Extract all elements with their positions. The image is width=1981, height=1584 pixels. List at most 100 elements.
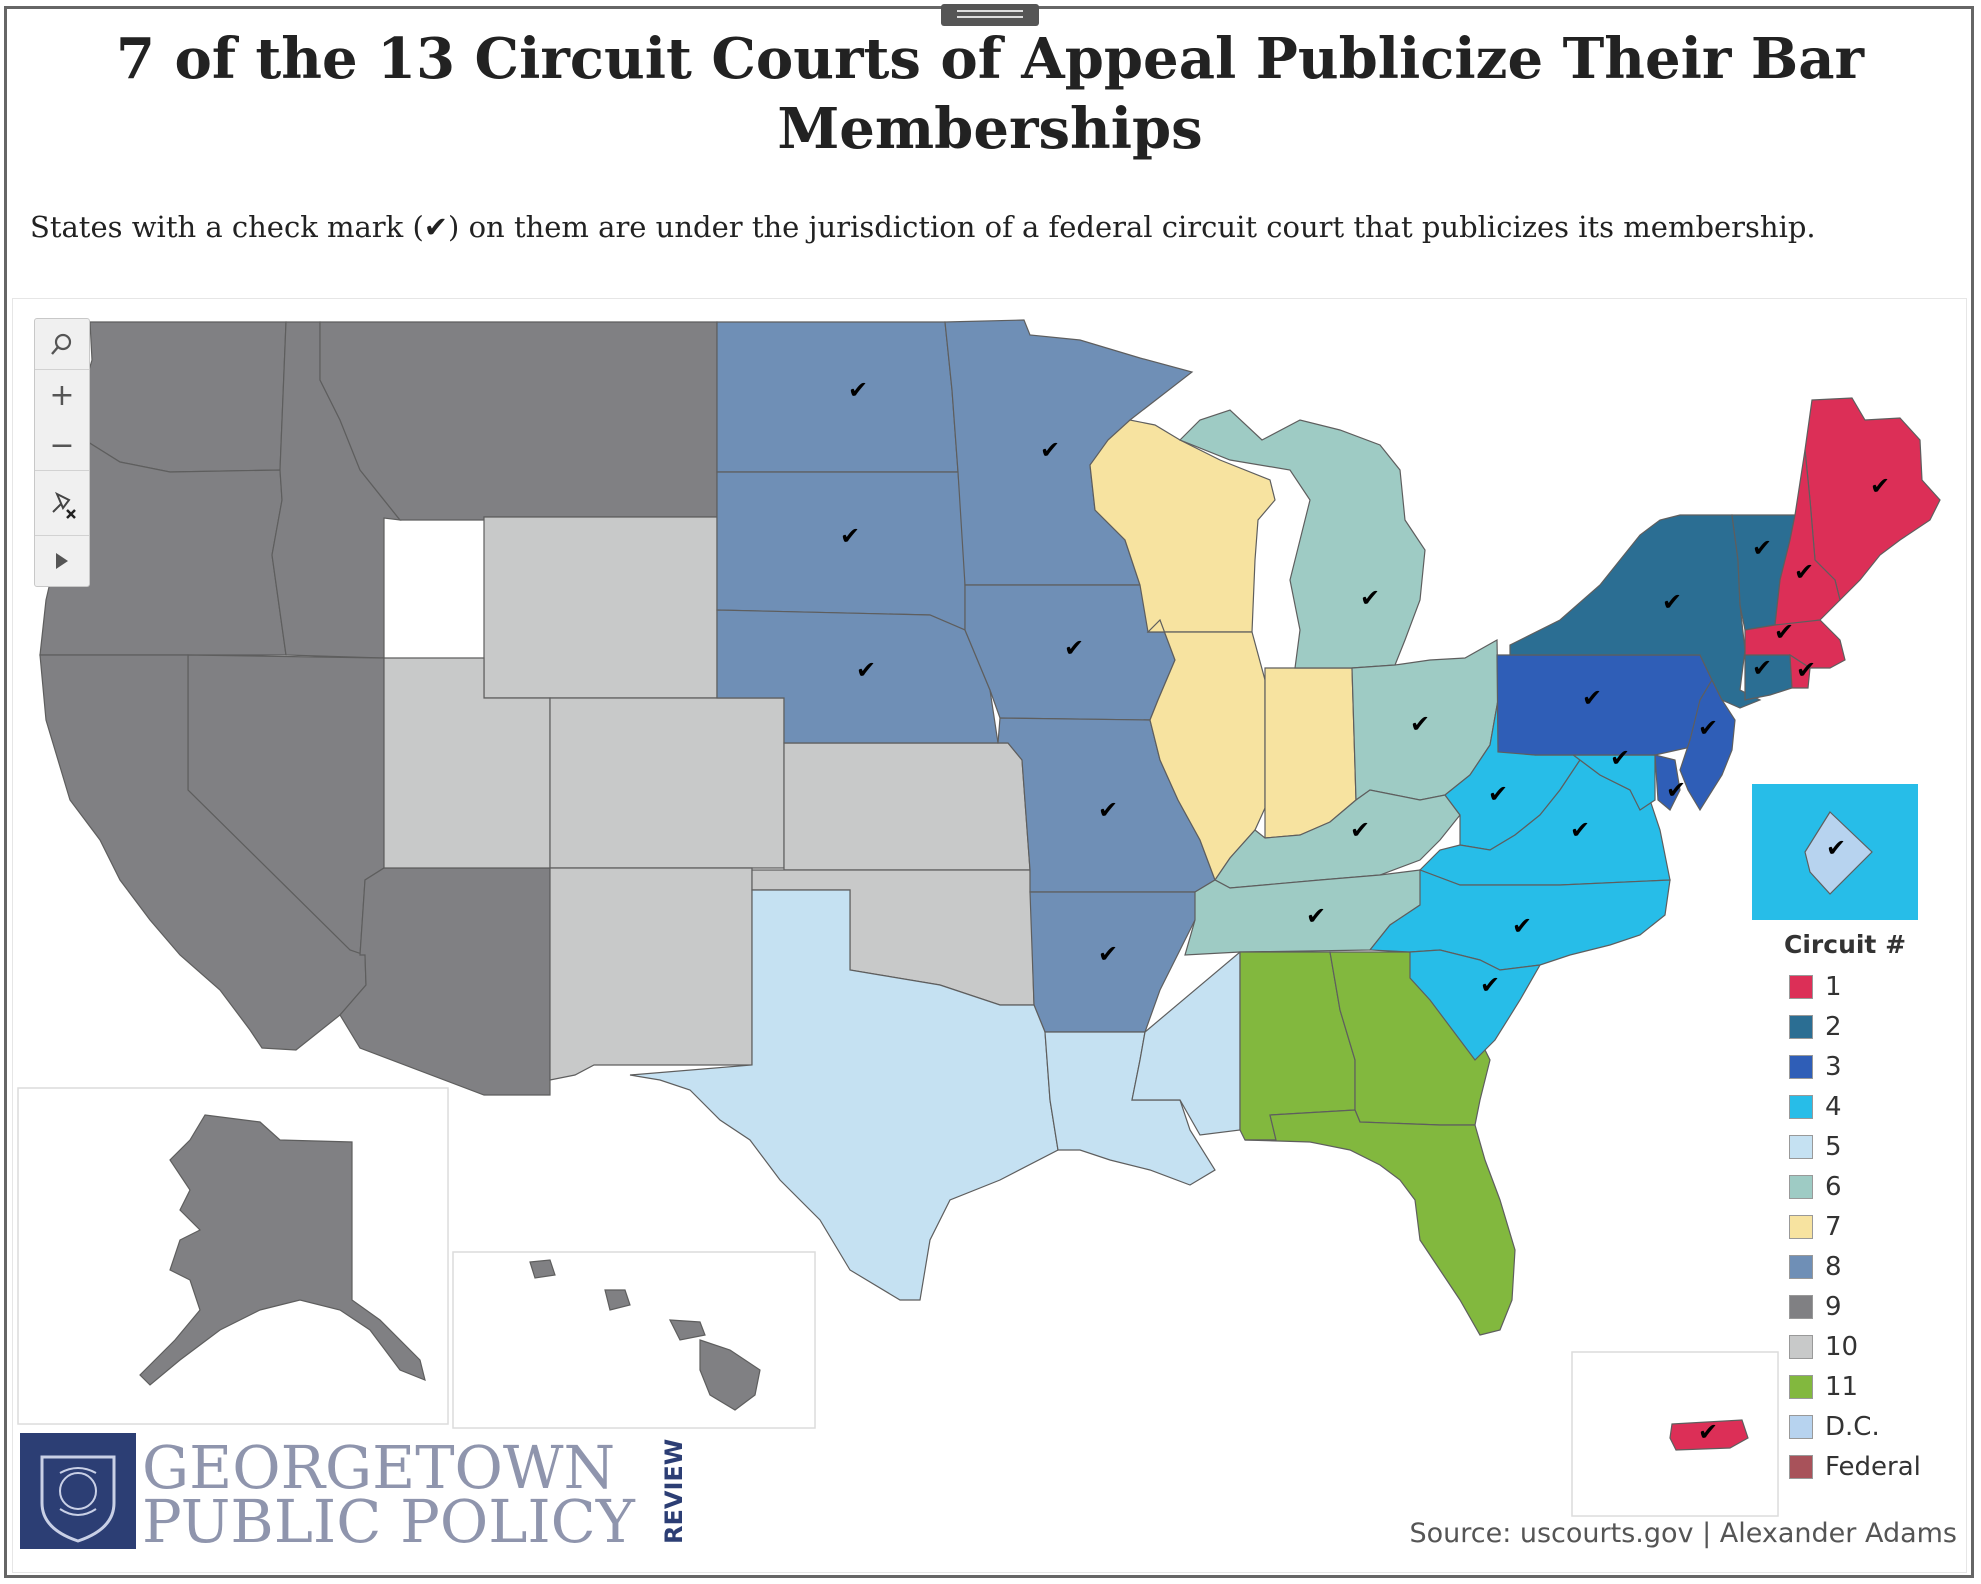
state-rhode-island[interactable] (1789, 653, 1811, 689)
check-mark-south-dakota: ✔ (840, 522, 860, 550)
state-texas[interactable] (629, 889, 1059, 1301)
state-south-dakota[interactable] (716, 471, 966, 631)
play-icon[interactable] (35, 535, 89, 586)
check-mark-massachusetts: ✔ (1774, 618, 1794, 646)
state-north-dakota[interactable] (716, 321, 959, 473)
state-hawaii[interactable] (699, 1339, 761, 1411)
legend-swatch (1789, 1415, 1813, 1439)
state-hawaii-oahu[interactable] (604, 1289, 631, 1311)
state-michigan[interactable] (1178, 409, 1426, 669)
check-mark-north-carolina: ✔ (1512, 912, 1532, 940)
legend: Circuit # 1 2 3 4 5 6 7 8 9 10 11 D.C. Federal (1784, 930, 1921, 1487)
state-florida[interactable] (1244, 1109, 1516, 1336)
legend-label: 1 (1825, 972, 1842, 1002)
zoom-in-button[interactable]: + (35, 369, 89, 420)
logo-line-1: GEORGETOWN (142, 1433, 616, 1502)
legend-swatch (1789, 1055, 1813, 1079)
legend-item[interactable]: 8 (1784, 1247, 1921, 1287)
source-credit: Source: uscourts.gov | Alexander Adams (1409, 1518, 1957, 1549)
page-subtitle: States with a check mark (✔) on them are… (30, 210, 1816, 244)
state-wisconsin[interactable] (1089, 419, 1276, 633)
check-mark-tennessee: ✔ (1306, 902, 1326, 930)
legend-swatch (1789, 975, 1813, 999)
check-mark-west-virginia: ✔ (1488, 780, 1508, 808)
legend-item[interactable]: 9 (1784, 1287, 1921, 1327)
check-marks: ✔ ✔ ✔ ✔ ✔ ✔ ✔ ✔ ✔ ✔ ✔ ✔ ✔ ✔ ✔ ✔ ✔ ✔ ✔ ✔ ✔ ✔ ✔ ✔ ✔ ✔ ✔ ✔ (840, 376, 1890, 1446)
legend-swatch (1789, 1295, 1813, 1319)
legend-swatch (1789, 1215, 1813, 1239)
legend-swatch (1789, 1175, 1813, 1199)
check-mark-iowa: ✔ (1064, 634, 1084, 662)
map-area[interactable] (12, 298, 1967, 1573)
state-alaska[interactable] (139, 1114, 426, 1386)
check-mark-puerto-rico: ✔ (1698, 1418, 1718, 1446)
legend-item[interactable]: 3 (1784, 1047, 1921, 1087)
legend-label: Federal (1825, 1452, 1921, 1482)
legend-item[interactable]: 5 (1784, 1127, 1921, 1167)
check-mark-michigan: ✔ (1360, 584, 1380, 612)
check-mark-north-dakota: ✔ (848, 376, 868, 404)
state-kansas[interactable] (783, 742, 1031, 871)
legend-item[interactable]: D.C. (1784, 1407, 1921, 1447)
check-mark-district-of-columbia: ✔ (1826, 834, 1846, 862)
legend-item[interactable]: 6 (1784, 1167, 1921, 1207)
check-mark-connecticut: ✔ (1752, 654, 1772, 682)
map-toolbar: + − (34, 318, 90, 587)
check-mark-pennsylvania: ✔ (1582, 684, 1602, 712)
state-kentucky[interactable] (1214, 789, 1461, 889)
state-new-mexico[interactable] (549, 867, 753, 1081)
legend-item[interactable]: 7 (1784, 1207, 1921, 1247)
state-pennsylvania[interactable] (1496, 654, 1713, 756)
state-puerto-rico[interactable] (1669, 1419, 1749, 1451)
state-arizona[interactable] (339, 867, 551, 1096)
search-icon[interactable] (35, 319, 89, 369)
legend-label: 10 (1825, 1332, 1859, 1362)
state-district-of-columbia[interactable] (1804, 811, 1873, 895)
logo-review: REVIEW (660, 1438, 688, 1544)
legend-label: 3 (1825, 1052, 1842, 1082)
check-mark-new-york: ✔ (1662, 588, 1682, 616)
state-colorado[interactable] (549, 697, 785, 869)
state-massachusetts[interactable] (1744, 619, 1846, 669)
state-delaware[interactable] (1654, 754, 1681, 811)
legend-label: 7 (1825, 1212, 1842, 1242)
check-mark-kentucky: ✔ (1350, 816, 1370, 844)
state-south-carolina[interactable] (1409, 949, 1542, 1061)
drag-handle[interactable] (941, 4, 1039, 26)
zoom-out-button[interactable]: − (49, 427, 75, 463)
state-hawaii-kauai[interactable] (529, 1259, 556, 1279)
legend-item[interactable]: 1 (1784, 967, 1921, 1007)
state-wyoming[interactable] (483, 516, 718, 699)
state-california[interactable] (39, 654, 367, 1051)
legend-swatch (1789, 1335, 1813, 1359)
legend-swatch (1789, 1255, 1813, 1279)
legend-label: 5 (1825, 1132, 1842, 1162)
legend-item[interactable]: 10 (1784, 1327, 1921, 1367)
state-hawaii-maui[interactable] (668, 1319, 706, 1341)
unpin-icon[interactable] (35, 470, 89, 535)
legend-item[interactable]: Federal (1784, 1447, 1921, 1487)
state-washington[interactable] (79, 321, 287, 473)
check-mark-missouri: ✔ (1098, 796, 1118, 824)
state-new-hampshire[interactable] (1774, 449, 1841, 626)
check-mark-delaware: ✔ (1666, 776, 1686, 804)
logo-line-2: PUBLIC POLICY (142, 1487, 635, 1556)
legend-title: Circuit # (1784, 930, 1907, 959)
legend-item[interactable]: 11 (1784, 1367, 1921, 1407)
check-mark-nebraska: ✔ (856, 656, 876, 684)
legend-item[interactable]: 2 (1784, 1007, 1921, 1047)
legend-swatch (1789, 1095, 1813, 1119)
legend-swatch (1789, 1015, 1813, 1039)
check-mark-arkansas: ✔ (1098, 940, 1118, 968)
hawaii-inset (452, 1251, 816, 1429)
legend-item[interactable]: 4 (1784, 1087, 1921, 1127)
legend-label: 4 (1825, 1092, 1842, 1122)
check-mark-vermont: ✔ (1752, 534, 1772, 562)
state-montana[interactable] (319, 321, 718, 521)
legend-label: 8 (1825, 1252, 1842, 1282)
georgetown-seal-icon (20, 1433, 136, 1549)
legend-label: 6 (1825, 1172, 1842, 1202)
check-mark-virginia: ✔ (1570, 816, 1590, 844)
legend-label: 2 (1825, 1012, 1842, 1042)
